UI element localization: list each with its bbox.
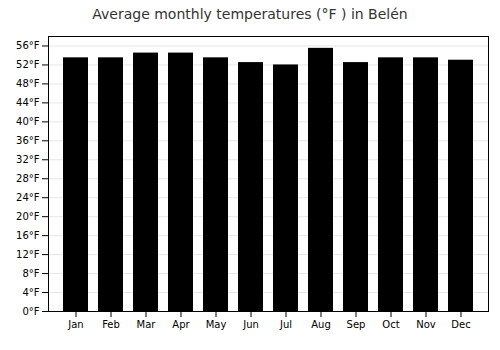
svg-text:Oct: Oct [382, 319, 399, 330]
svg-text:0°F: 0°F [22, 306, 39, 317]
svg-text:32°F: 32°F [16, 154, 40, 165]
svg-text:12°F: 12°F [16, 249, 40, 260]
svg-text:May: May [206, 319, 227, 330]
svg-text:8°F: 8°F [22, 268, 39, 279]
svg-text:Dec: Dec [451, 319, 470, 330]
svg-text:Mar: Mar [137, 319, 157, 330]
svg-text:56°F: 56°F [16, 40, 40, 51]
svg-text:16°F: 16°F [16, 230, 40, 241]
svg-text:Sep: Sep [347, 319, 366, 330]
svg-text:24°F: 24°F [16, 192, 40, 203]
svg-text:44°F: 44°F [16, 97, 40, 108]
svg-text:Apr: Apr [172, 319, 190, 330]
svg-text:Jan: Jan [67, 319, 83, 330]
html-text:Average monthly temperatures (: Average monthly temperatures (°F ) in Be… [92, 6, 408, 22]
svg-text:28°F: 28°F [16, 173, 40, 184]
svg-text:Feb: Feb [102, 319, 120, 330]
svg-text:20°F: 20°F [16, 211, 40, 222]
svg-text:Jul: Jul [279, 319, 292, 330]
svg-text:40°F: 40°F [16, 116, 40, 127]
svg-text:4°F: 4°F [22, 287, 39, 298]
svg-text:Nov: Nov [416, 319, 436, 330]
svg-text:52°F: 52°F [16, 59, 40, 70]
svg-text:Aug: Aug [311, 319, 331, 330]
svg-text:48°F: 48°F [16, 78, 40, 89]
svg-text:Jun: Jun [242, 319, 259, 330]
svg-text:36°F: 36°F [16, 135, 40, 146]
